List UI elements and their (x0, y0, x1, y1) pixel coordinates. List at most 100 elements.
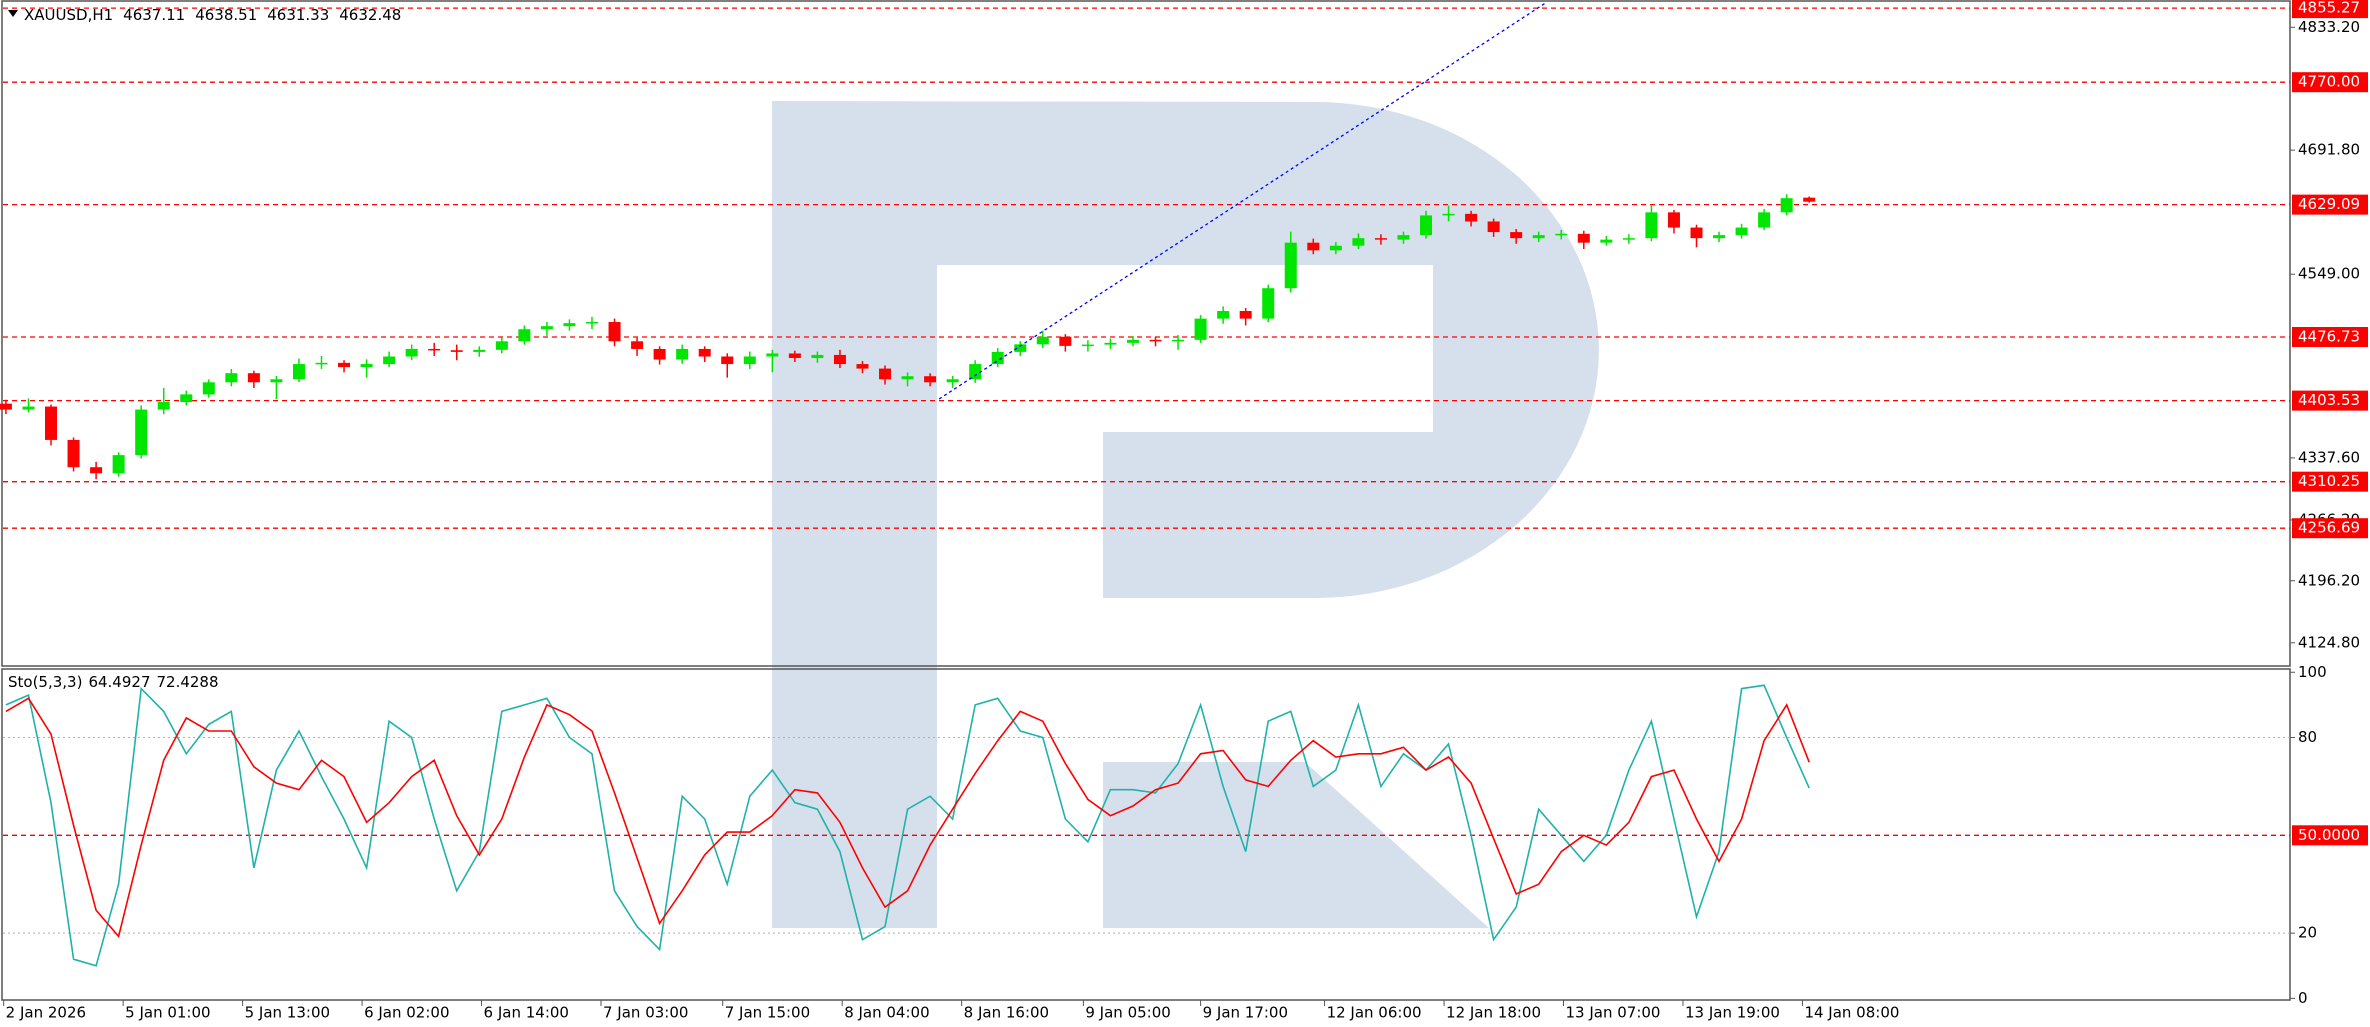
candle-body (67, 439, 80, 468)
candle-body (45, 406, 58, 440)
candle-body (135, 409, 148, 456)
watermark (772, 101, 1599, 928)
candle-body (1803, 197, 1816, 202)
candle-body (676, 348, 689, 360)
candle-body (721, 356, 734, 365)
y-tick-label: 20 (2298, 924, 2317, 942)
x-tick-label: 8 Jan 16:00 (964, 1004, 1049, 1022)
y-tick-label: 4337.60 (2298, 448, 2360, 466)
x-tick-label: 6 Jan 02:00 (364, 1004, 449, 1022)
y-tick-label: 4691.80 (2298, 141, 2360, 159)
candle-body (991, 351, 1004, 365)
candle-body (1239, 310, 1252, 319)
candle-body (0, 403, 12, 410)
candle-body (1577, 233, 1590, 243)
header-open: 4637.11 (123, 6, 185, 24)
header-low: 4631.33 (267, 6, 329, 24)
x-tick-label: 13 Jan 07:00 (1566, 1004, 1661, 1022)
candle-body (495, 341, 508, 350)
candle-body (766, 353, 779, 357)
candle-body (1307, 242, 1320, 251)
candle-body (856, 364, 869, 369)
candle-body (901, 376, 914, 380)
header-close: 4632.48 (339, 6, 401, 24)
candle-body (428, 348, 441, 351)
candle-body (608, 322, 621, 342)
x-tick-label: 7 Jan 03:00 (603, 1004, 688, 1022)
candle-body (1487, 221, 1500, 233)
trend-line (938, 2, 1546, 400)
candle-body (1667, 212, 1680, 228)
indicator-header: Sto(5,3,3) 64.4927 72.4288 (8, 673, 219, 691)
candle-body (157, 402, 170, 410)
candle-body (1532, 235, 1545, 239)
candle-body (1172, 339, 1185, 342)
y-tick-label: 4549.00 (2298, 265, 2360, 283)
y-tick-label: 4833.20 (2298, 18, 2360, 36)
x-tick-label: 13 Jan 19:00 (1685, 1004, 1780, 1022)
candle-body (585, 322, 598, 324)
indicator-line (5, 697, 1810, 939)
candle-body (1329, 245, 1342, 251)
candle-body (833, 354, 846, 365)
candle-body (1262, 288, 1275, 319)
level-label: 50.0000 (2298, 826, 2360, 844)
candle-body (788, 353, 801, 358)
x-tick-label: 12 Jan 18:00 (1446, 1004, 1541, 1022)
indicator-value: 64.4927 (88, 673, 150, 691)
candle-body (1149, 339, 1162, 342)
level-label: 4310.25 (2298, 472, 2360, 490)
candle-body (338, 362, 351, 368)
candle-body (1600, 239, 1613, 243)
x-tick-label: 5 Jan 13:00 (245, 1004, 330, 1022)
watermark-letter (772, 101, 1599, 928)
candle-body (879, 368, 892, 380)
candle-body (1284, 242, 1297, 289)
candle-body (1510, 232, 1523, 239)
indicator-line (5, 684, 1810, 967)
x-tick-label: 9 Jan 17:00 (1203, 1004, 1288, 1022)
x-tick-label: 9 Jan 05:00 (1085, 1004, 1170, 1022)
candle-body (1059, 336, 1072, 346)
candle-body (473, 349, 486, 352)
level-label: 4256.69 (2298, 519, 2360, 537)
candle-body (360, 364, 373, 368)
level-label-bg (2292, 518, 2368, 539)
x-tick-label: 2 Jan 2026 (6, 1004, 86, 1022)
level-label-bg (2292, 194, 2368, 215)
x-tick-label: 5 Jan 01:00 (125, 1004, 210, 1022)
candle-body (292, 364, 305, 380)
candle-body (811, 354, 824, 358)
candle-body (653, 348, 666, 360)
candle-body (180, 394, 193, 403)
level-label: 4855.27 (2298, 0, 2360, 17)
x-tick-label: 8 Jan 04:00 (844, 1004, 929, 1022)
candle-body (969, 364, 982, 380)
level-label-bg (2292, 390, 2368, 411)
candle-body (1555, 233, 1568, 236)
y-tick-label: 4124.80 (2298, 633, 2360, 651)
candle-body (1126, 339, 1139, 343)
candle-body (1217, 310, 1230, 319)
candle-body (225, 373, 238, 383)
level-label: 4770.00 (2298, 73, 2360, 91)
candle-body (315, 362, 328, 365)
level-label-bg (2292, 327, 2368, 348)
symbol: XAUUSD,H1 (24, 6, 113, 24)
candle-body (518, 329, 531, 342)
candle-body (698, 348, 711, 357)
candle-body (270, 379, 283, 383)
candle-body (1374, 238, 1387, 240)
header-high: 4638.51 (195, 6, 257, 24)
indicator-panel-border (1, 668, 2291, 1001)
candle-body (1014, 344, 1027, 352)
candle-body (247, 373, 260, 383)
level-label: 4476.73 (2298, 328, 2360, 346)
candle-body (540, 326, 553, 330)
candle-body (1758, 212, 1771, 228)
candle-body (743, 356, 756, 365)
x-tick-label: 6 Jan 14:00 (484, 1004, 569, 1022)
chart-header: XAUUSD,H1 4637.11 4638.51 4631.33 4632.48 (24, 6, 401, 24)
level-label-bg (2292, 0, 2368, 19)
